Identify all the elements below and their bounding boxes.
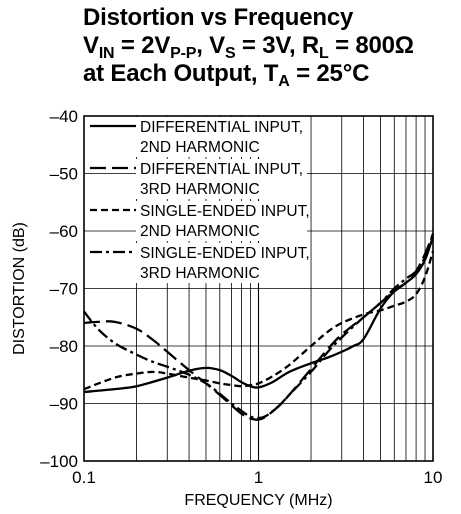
- title-line-2: VIN = 2VP-P, VS = 3V, RL = 800Ω: [83, 32, 458, 62]
- series-layer: [83, 233, 435, 421]
- plot-frame: [83, 115, 434, 462]
- legend-background: [136, 117, 307, 157]
- x-axis-label: FREQUENCY (MHz): [184, 492, 332, 509]
- title-sub-in: IN: [98, 45, 115, 62]
- legend-label: 2ND HARMONIC: [140, 223, 260, 240]
- x-tick-label: 1: [254, 468, 263, 487]
- legend-background: [136, 201, 307, 241]
- x-tick-label: 10: [424, 468, 443, 487]
- chart-title: Distortion vs Frequency VIN = 2VP-P, VS …: [83, 4, 458, 90]
- title-v-symbol: V: [83, 32, 99, 59]
- title-text: Distortion vs Frequency: [83, 4, 354, 31]
- series-line-2: [83, 233, 435, 421]
- y-tick-label: –60: [50, 222, 78, 241]
- title-line-3: at Each Output, TA = 25°C: [83, 60, 458, 90]
- title-sub-s: S: [224, 45, 236, 62]
- title-line-1: Distortion vs Frequency: [83, 4, 458, 32]
- y-tick-label: –40: [50, 107, 78, 126]
- legend-label: 3RD HARMONIC: [140, 265, 260, 282]
- title-sub-l: L: [319, 45, 329, 62]
- legend-label: DIFFERENTIAL INPUT,: [140, 119, 303, 136]
- y-tick-label: –100: [40, 452, 78, 471]
- legend-label: 2ND HARMONIC: [140, 139, 260, 156]
- legend-label: SINGLE-ENDED INPUT,: [140, 203, 310, 220]
- x-tick-label: 0.1: [72, 468, 96, 487]
- title-vs-symbol: , V: [196, 32, 225, 59]
- legend-label: 3RD HARMONIC: [140, 181, 260, 198]
- title-rl-text: = 3V, R: [235, 32, 320, 59]
- y-tick-label: –70: [50, 280, 78, 299]
- legend: DIFFERENTIAL INPUT, 2ND HARMONIC DIFFERENT…: [90, 117, 310, 283]
- legend-label: DIFFERENTIAL INPUT,: [140, 161, 303, 178]
- y-tick-label: –80: [50, 337, 78, 356]
- y-tick-label: –90: [50, 395, 78, 414]
- legend-background: [136, 159, 307, 199]
- legend-label: SINGLE-ENDED INPUT,: [140, 245, 310, 262]
- title-sub-a: A: [278, 73, 290, 90]
- y-tick-label: –50: [50, 165, 78, 184]
- title-vin-value: = 2V: [114, 32, 171, 59]
- title-rl-value: = 800Ω: [328, 32, 414, 59]
- title-ta-value: = 25°C: [289, 60, 370, 87]
- series-line-4: [83, 233, 435, 420]
- y-axis-label: DISTORTION (dB): [11, 222, 28, 355]
- title-sub-pp: P-P: [170, 45, 197, 62]
- title-ta-text: at Each Output, T: [83, 60, 279, 87]
- legend-background: [136, 243, 307, 283]
